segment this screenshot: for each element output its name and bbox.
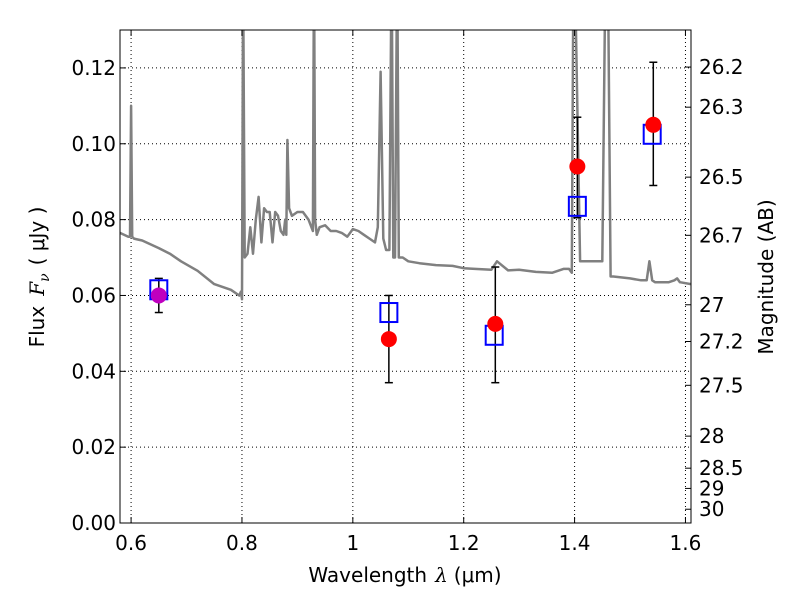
y2-tick-label: 27 xyxy=(699,293,724,317)
plot-area xyxy=(120,30,691,301)
y2-tick-label: 26.3 xyxy=(699,95,744,119)
observed-flux-point xyxy=(380,331,397,348)
y2-tick-label: 26.2 xyxy=(699,55,744,79)
y-axis-ticks: 0.00 0.02 0.04 0.06 0.08 0.10 0.12 xyxy=(71,56,126,535)
observed-flux-point xyxy=(150,287,167,304)
y2-tick-label: 28 xyxy=(699,424,724,448)
observed-flux-point xyxy=(569,158,586,175)
x-tick-label: 0.6 xyxy=(115,531,147,555)
x-tick-label: 0.8 xyxy=(226,531,258,555)
x-tick-label: 1.2 xyxy=(448,531,480,555)
x-axis-ticks: 0.6 0.8 1 1.2 1.4 1.6 xyxy=(115,30,701,555)
observed-flux-point xyxy=(645,116,662,133)
x-axis-label-symbol: λ xyxy=(434,563,448,587)
y-tick-label: 0.06 xyxy=(71,283,116,307)
y2-tick-label: 30 xyxy=(699,497,724,521)
y-axis-label-text: Flux xyxy=(25,306,49,348)
markers xyxy=(149,116,662,348)
y2-axis-label: Magnitude (AB) xyxy=(754,199,778,354)
y-axis-label-unit: ( μJy ) xyxy=(25,207,49,266)
y-tick-label: 0.08 xyxy=(71,208,116,232)
y-axis-label-subscript: ν xyxy=(37,273,53,282)
plot-frame xyxy=(119,29,692,524)
y2-tick-label: 26.7 xyxy=(699,223,744,247)
x-axis-label-text: Wavelength xyxy=(308,563,427,587)
y-tick-label: 0.10 xyxy=(71,132,116,156)
observed-flux-point xyxy=(487,315,504,332)
y-tick-label: 0.02 xyxy=(71,435,116,459)
model-spectrum-line xyxy=(120,30,691,301)
x-tick-label: 1.6 xyxy=(670,531,702,555)
x-tick-label: 1 xyxy=(346,531,359,555)
model-photometry-square xyxy=(379,302,399,324)
x-axis-label-unit: (μm) xyxy=(454,563,502,587)
y-tick-label: 0.00 xyxy=(71,511,116,535)
errorbars xyxy=(154,61,658,384)
x-tick-label: 1.4 xyxy=(559,531,591,555)
y2-tick-label: 27.2 xyxy=(699,329,744,353)
y2-tick-label: 28.5 xyxy=(699,456,744,480)
model-photometry-square xyxy=(567,195,587,217)
y-tick-label: 0.04 xyxy=(71,359,116,383)
y-axis-label-symbol: F xyxy=(25,281,49,297)
y2-tick-label: 29 xyxy=(699,476,724,500)
x-axis-label: Wavelength λ (μm) xyxy=(308,563,501,587)
y-axis-label: Flux Fν ( μJy ) xyxy=(25,207,53,348)
y2-tick-label: 26.5 xyxy=(699,165,744,189)
y-tick-label: 0.12 xyxy=(71,56,116,80)
y2-tick-label: 27.5 xyxy=(699,373,744,397)
